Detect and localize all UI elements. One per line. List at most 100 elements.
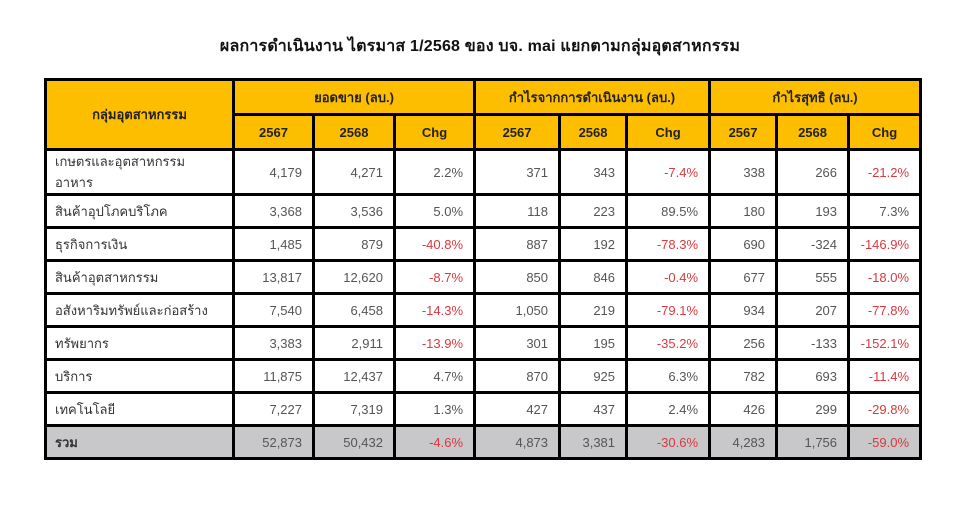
industry-label: เกษตรและอุตสาหกรรมอาหาร: [44, 148, 235, 196]
industry-label: ทรัพยากร: [44, 325, 235, 361]
change-cell: -7.4%: [625, 148, 712, 196]
value-cell: 7,540: [232, 292, 315, 328]
value-cell: 4,179: [232, 148, 315, 196]
value-cell: 7,319: [312, 391, 396, 427]
change-cell: -14.3%: [392, 292, 477, 328]
column-header: 2567: [473, 113, 562, 151]
value-cell: 690: [708, 226, 779, 262]
change-cell: 6.3%: [625, 358, 712, 394]
change-cell: -146.9%: [847, 226, 923, 262]
change-cell: -18.0%: [847, 259, 923, 295]
value-cell: 3,383: [232, 325, 315, 361]
value-cell: 343: [558, 148, 629, 196]
column-header: 2567: [708, 113, 779, 151]
column-header: Chg: [392, 113, 477, 151]
change-cell: -78.3%: [625, 226, 712, 262]
table-row: สินค้าอุปโภคบริโภค 3,368 3,536 5.0% 118 223 89…: [44, 193, 923, 229]
value-cell: 782: [708, 358, 779, 394]
industry-label: บริการ: [44, 358, 235, 394]
value-cell: 1,756: [775, 424, 851, 460]
change-cell: -8.7%: [392, 259, 477, 295]
change-cell: -0.4%: [625, 259, 712, 295]
value-cell: 338: [708, 148, 779, 196]
total-row: รวม 52,873 50,432 -4.6% 4,873 3,381 -30.6% 4,28…: [44, 424, 923, 460]
table-row: สินค้าอุตสาหกรรม 13,817 12,620 -8.7% 850 846-…: [44, 259, 923, 295]
value-cell: 13,817: [232, 259, 315, 295]
table-row: เกษตรและอุตสาหกรรมอาหาร 4,179 4,271 2.2% 371…: [44, 148, 923, 196]
table-row: เทคโนโลยี 7,227 7,319 1.3% 427 437 2.4% 426 299-…: [44, 391, 923, 427]
industry-results-table: กลุ่มอุตสาหกรรม ยอดขาย (ลบ.) กำไรจากการด…: [44, 78, 923, 460]
change-cell: -77.8%: [847, 292, 923, 328]
change-cell: 1.3%: [392, 391, 477, 427]
change-cell: -152.1%: [847, 325, 923, 361]
value-cell: 850: [473, 259, 562, 295]
value-cell: 266: [775, 148, 851, 196]
change-cell: -35.2%: [625, 325, 712, 361]
value-cell: -324: [775, 226, 851, 262]
industry-label: สินค้าอุปโภคบริโภค: [44, 193, 235, 229]
value-cell: 6,458: [312, 292, 396, 328]
value-cell: 934: [708, 292, 779, 328]
column-header: Chg: [847, 113, 923, 151]
value-cell: 870: [473, 358, 562, 394]
value-cell: 7,227: [232, 391, 315, 427]
change-cell: -30.6%: [625, 424, 712, 460]
industry-label: สินค้าอุตสาหกรรม: [44, 259, 235, 295]
table-row: ธุรกิจการเงิน 1,485 879 -40.8% 887 192 -78.3% 6…: [44, 226, 923, 262]
value-cell: 207: [775, 292, 851, 328]
value-cell: 693: [775, 358, 851, 394]
column-header: 2568: [312, 113, 396, 151]
change-cell: -79.1%: [625, 292, 712, 328]
value-cell: 3,368: [232, 193, 315, 229]
value-cell: 256: [708, 325, 779, 361]
value-cell: 180: [708, 193, 779, 229]
sales-group-header: ยอดขาย (ลบ.): [231, 78, 477, 116]
industry-label: อสังหาริมทรัพย์และก่อสร้าง: [44, 292, 235, 328]
change-cell: -11.4%: [847, 358, 923, 394]
table-row: อสังหาริมทรัพย์และก่อสร้าง 7,540 6,458 -14.…: [44, 292, 923, 328]
value-cell: 555: [775, 259, 851, 295]
change-cell: -21.2%: [847, 148, 923, 196]
value-cell: 192: [558, 226, 629, 262]
page-title: ผลการดำเนินงาน ไตรมาส 1/2568 ของ บจ. mai…: [219, 38, 741, 55]
value-cell: 299: [775, 391, 851, 427]
value-cell: 12,437: [312, 358, 396, 394]
value-cell: 426: [708, 391, 779, 427]
value-cell: 437: [558, 391, 629, 427]
change-cell: 5.0%: [392, 193, 477, 229]
value-cell: 195: [558, 325, 629, 361]
value-cell: 846: [558, 259, 629, 295]
value-cell: 223: [558, 193, 629, 229]
value-cell: 1,485: [232, 226, 315, 262]
value-cell: 193: [775, 193, 851, 229]
change-cell: -4.6%: [392, 424, 477, 460]
change-cell: -40.8%: [392, 226, 477, 262]
table-row: บริการ 11,875 12,437 4.7% 870 925 6.3% 782 693 -1…: [44, 358, 923, 394]
value-cell: 427: [473, 391, 562, 427]
industry-label: เทคโนโลยี: [44, 391, 235, 427]
value-cell: 1,050: [473, 292, 562, 328]
value-cell: 2,911: [312, 325, 396, 361]
value-cell: 4,271: [312, 148, 396, 196]
change-cell: -29.8%: [847, 391, 923, 427]
value-cell: 887: [473, 226, 562, 262]
table-row: ทรัพยากร 3,383 2,911 -13.9% 301 195 -35.2% 256-…: [44, 325, 923, 361]
change-cell: 2.2%: [392, 148, 477, 196]
change-cell: 7.3%: [847, 193, 923, 229]
change-cell: -13.9%: [392, 325, 477, 361]
industry-label: รวม: [44, 424, 235, 460]
column-header: 2567: [232, 113, 315, 151]
value-cell: 879: [312, 226, 396, 262]
value-cell: 11,875: [232, 358, 315, 394]
value-cell: 4,873: [473, 424, 562, 460]
value-cell: 677: [708, 259, 779, 295]
value-cell: 371: [473, 148, 562, 196]
column-header: 2568: [558, 113, 629, 151]
value-cell: 118: [473, 193, 562, 229]
value-cell: -133: [775, 325, 851, 361]
change-cell: 2.4%: [625, 391, 712, 427]
value-cell: 4,283: [708, 424, 779, 460]
column-header: Chg: [625, 113, 712, 151]
value-cell: 219: [558, 292, 629, 328]
value-cell: 301: [473, 325, 562, 361]
